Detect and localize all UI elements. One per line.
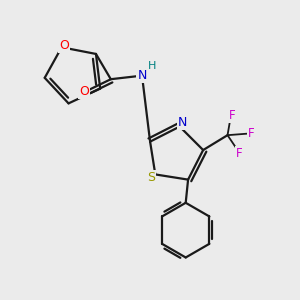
Text: H: H (148, 61, 157, 71)
Text: N: N (137, 68, 147, 82)
Text: O: O (59, 39, 69, 52)
Text: O: O (79, 85, 89, 98)
Text: F: F (248, 127, 255, 140)
Text: N: N (178, 116, 187, 129)
Text: F: F (236, 147, 243, 160)
Text: S: S (147, 171, 155, 184)
Text: F: F (229, 109, 235, 122)
